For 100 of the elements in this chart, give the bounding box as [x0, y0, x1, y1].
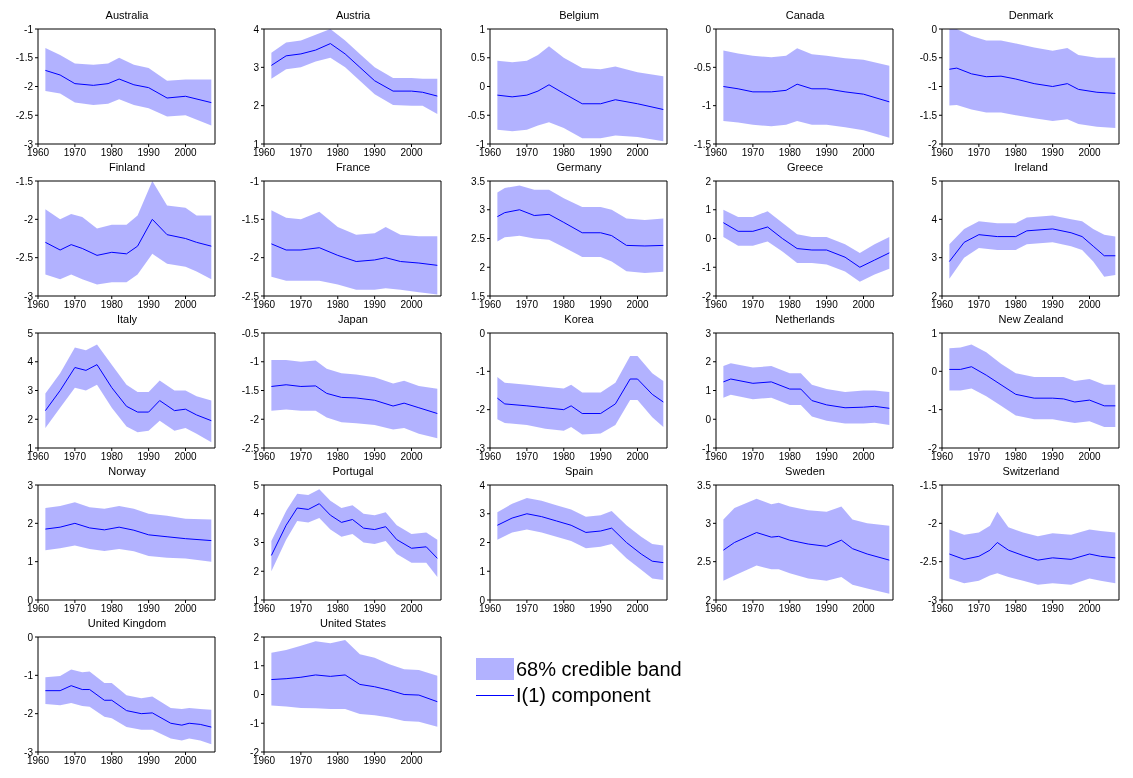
y-tick-label: 0: [479, 594, 486, 606]
line-series: [270, 503, 438, 559]
y-tick-label: 3: [479, 508, 486, 520]
chart-title: Greece: [785, 160, 825, 174]
line-series: [44, 522, 212, 542]
x-tick-label: 1970: [967, 603, 991, 615]
y-tick-label: -0.5: [241, 327, 260, 339]
x-tick-label: 1960: [930, 603, 954, 615]
x-tick-label: 1980: [100, 451, 124, 463]
x-tick-label: 1960: [252, 451, 276, 463]
x-tick-label: 1990: [137, 299, 161, 311]
x-tick-label: 1990: [815, 147, 839, 159]
y-tick-label: -2.5: [15, 252, 34, 264]
x-tick-label: 1990: [589, 451, 613, 463]
x-tick-label: 2000: [174, 299, 198, 311]
x-tick-label: 2000: [174, 147, 198, 159]
x-tick-label: 1960: [704, 299, 728, 311]
x-tick-label: 1990: [363, 755, 387, 767]
x-tick-label: 1980: [552, 603, 576, 615]
y-tick-label: -1.5: [919, 479, 938, 491]
chart-title: Spain: [563, 464, 595, 478]
y-tick-label: 2.5: [697, 556, 712, 568]
y-tick-label: 3: [931, 252, 938, 264]
y-tick-label: -1.5: [241, 385, 260, 397]
x-tick-label: 1960: [478, 603, 502, 615]
y-tick-label: 2: [705, 356, 712, 368]
x-tick-label: 1970: [515, 299, 539, 311]
x-tick-label: 1970: [63, 755, 87, 767]
y-tick-label: 1: [27, 442, 34, 454]
x-tick-label: 1980: [552, 451, 576, 463]
line-series: [948, 67, 1116, 94]
x-tick-label: 1960: [478, 147, 502, 159]
y-tick-label: 2: [253, 565, 260, 577]
y-tick-label: 5: [931, 175, 938, 187]
x-tick-label: 2000: [852, 299, 876, 311]
x-tick-label: 1960: [26, 755, 50, 767]
y-tick-label: 1: [931, 327, 938, 339]
x-tick-label: 1980: [778, 147, 802, 159]
x-tick-label: 1980: [552, 299, 576, 311]
y-tick-label: -1: [250, 175, 260, 187]
x-tick-label: 1960: [26, 147, 50, 159]
x-tick-label: 1990: [363, 451, 387, 463]
text: 68% credible band: [516, 657, 682, 682]
y-tick-label: 0.5: [471, 52, 486, 64]
y-tick-label: 1.5: [471, 290, 486, 302]
y-tick-label: -1: [702, 261, 712, 273]
chart-title: Denmark: [1007, 8, 1055, 22]
y-tick-label: 0: [479, 327, 486, 339]
y-tick-label: 0: [27, 631, 34, 643]
x-tick-label: 2000: [174, 603, 198, 615]
line-series: [44, 685, 212, 728]
y-tick-label: -1.5: [15, 52, 34, 64]
x-tick-label: 1980: [552, 147, 576, 159]
x-tick-label: 1960: [252, 299, 276, 311]
x-tick-label: 1990: [1041, 603, 1065, 615]
y-tick-label: -2.5: [15, 109, 34, 121]
x-tick-label: 2000: [174, 755, 198, 767]
x-tick-label: 1970: [63, 299, 87, 311]
y-tick-label: -3: [24, 138, 34, 150]
y-tick-label: 3.5: [697, 479, 712, 491]
y-tick-label: 3: [27, 385, 34, 397]
y-tick-label: 2: [705, 594, 712, 606]
chart-title: Germany: [555, 160, 603, 174]
line-series: [270, 674, 438, 703]
x-tick-label: 1980: [100, 147, 124, 159]
x-tick-label: 1980: [778, 603, 802, 615]
y-tick-label: -3: [476, 442, 486, 454]
y-tick-label: 3: [479, 204, 486, 216]
x-tick-label: 1990: [589, 147, 613, 159]
chart-title: Ireland: [1013, 160, 1049, 174]
chart-title: Portugal: [331, 464, 375, 478]
y-tick-label: -0.5: [919, 52, 938, 64]
y-tick-label: 2.5: [471, 233, 486, 245]
chart-title: Belgium: [558, 8, 600, 22]
y-tick-label: 2: [931, 290, 938, 302]
chart-title: United Kingdom: [86, 616, 168, 630]
x-tick-label: 1980: [326, 451, 350, 463]
x-tick-label: 1970: [289, 147, 313, 159]
x-tick-label: 1990: [589, 603, 613, 615]
line-series: [270, 384, 438, 414]
y-tick-label: -2.5: [241, 290, 260, 302]
x-tick-label: 1990: [137, 755, 161, 767]
x-tick-label: 1970: [515, 147, 539, 159]
x-tick-label: 1990: [815, 299, 839, 311]
x-tick-label: 1970: [741, 147, 765, 159]
chart-title: Canada: [784, 8, 826, 22]
line-series: [722, 378, 890, 409]
x-tick-label: 1970: [967, 451, 991, 463]
x-tick-label: 1960: [704, 147, 728, 159]
chart-title: New Zealand: [997, 312, 1065, 326]
x-tick-label: 1970: [967, 147, 991, 159]
x-tick-label: 1990: [363, 299, 387, 311]
x-tick-label: 1960: [478, 451, 502, 463]
y-tick-label: 1: [253, 138, 260, 150]
y-tick-label: 1: [705, 385, 712, 397]
x-tick-label: 1980: [100, 299, 124, 311]
y-tick-label: -1: [24, 23, 34, 35]
x-tick-label: 1980: [326, 147, 350, 159]
line-series: [722, 83, 890, 103]
y-tick-label: 5: [27, 327, 34, 339]
